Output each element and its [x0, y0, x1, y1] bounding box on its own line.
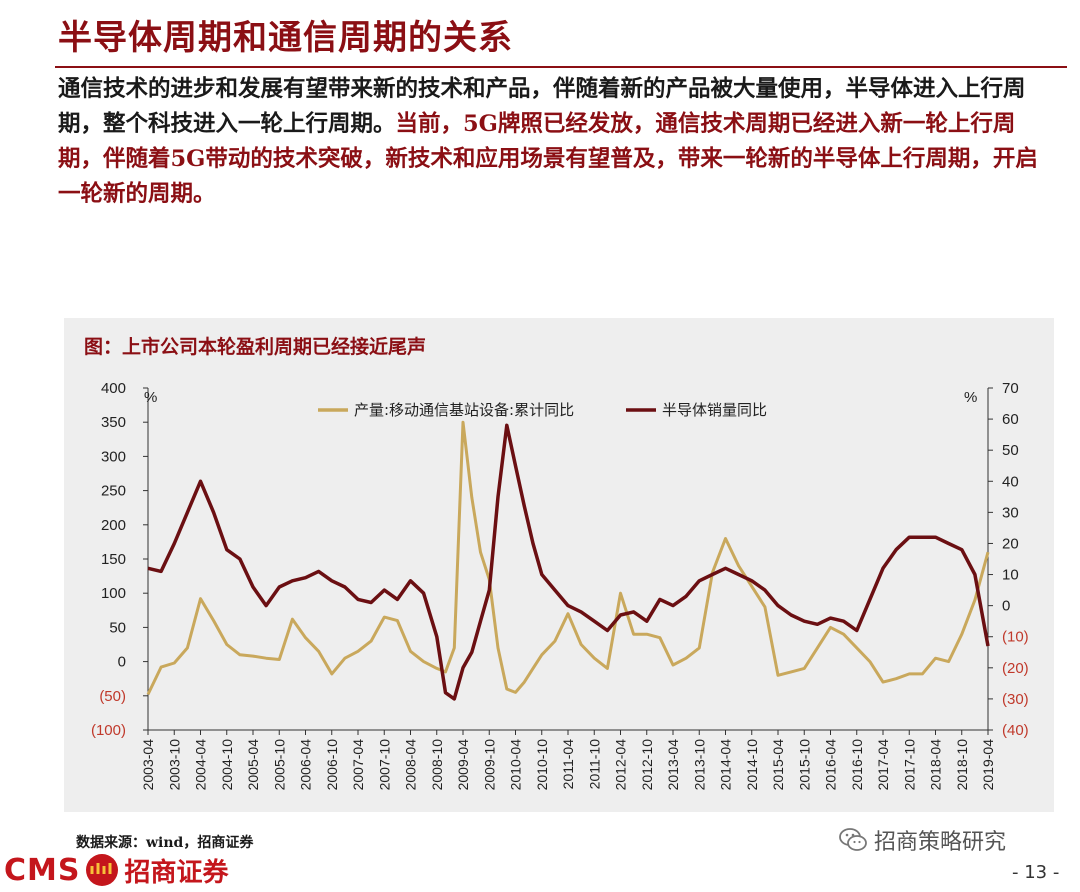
x-tick-label: 2005-04	[245, 739, 261, 791]
right-tick-label: 20	[1002, 535, 1019, 552]
right-tick-label: 50	[1002, 442, 1019, 459]
left-tick-label: (50)	[99, 688, 126, 705]
x-tick-label: 2017-10	[901, 739, 917, 791]
data-source: 数据来源：wind，招商证券	[76, 835, 254, 851]
watermark-text: 招商策略研究	[874, 830, 1007, 855]
left-tick-label: 100	[101, 585, 126, 602]
x-tick-label: 2011-04	[560, 739, 576, 790]
legend-label: 产量:移动通信基站设备:累计同比	[354, 401, 574, 419]
intro-text-red: 当前，5G牌照已经发放，通信技术周期已经进入新一轮上行周期，伴随着5G带动的技术…	[58, 111, 1038, 207]
x-tick-label: 2018-04	[928, 739, 944, 791]
x-tick-label: 2015-04	[770, 739, 786, 791]
x-tick-label: 2012-04	[613, 739, 629, 791]
brand-logo: CMS 招商证券	[4, 848, 229, 892]
x-tick-label: 2013-10	[691, 739, 707, 791]
x-tick-label: 2007-10	[376, 739, 392, 791]
right-tick-label: 30	[1002, 504, 1019, 521]
logo-cn-text: 招商证券	[124, 857, 229, 888]
x-tick-label: 2006-10	[324, 739, 340, 791]
x-tick-label: 2019-04	[980, 739, 996, 791]
x-tick-label: 2005-10	[271, 739, 287, 791]
series-line-1	[146, 420, 990, 696]
x-tick-label: 2004-04	[193, 739, 209, 791]
x-tick-label: 2015-10	[796, 739, 812, 791]
x-tick-label: 2016-04	[823, 739, 839, 791]
x-tick-label: 2003-04	[140, 739, 156, 791]
left-unit-label: %	[144, 389, 157, 406]
right-tick-label: (40)	[1002, 722, 1029, 739]
cms-emblem-icon	[86, 854, 119, 886]
x-tick-label: 2013-04	[665, 739, 681, 791]
x-tick-label: 2011-10	[586, 739, 602, 790]
legend-label: 半导体销量同比	[662, 401, 767, 419]
page-title: 半导体周期和通信周期的关系	[58, 18, 513, 58]
x-tick-label: 2017-04	[875, 739, 891, 791]
x-tick-label: 2016-10	[849, 739, 865, 791]
wechat-icon	[839, 828, 867, 851]
x-tick-label: 2006-04	[298, 739, 314, 791]
x-tick-label: 2010-10	[534, 739, 550, 791]
x-tick-label: 2014-10	[744, 739, 760, 791]
x-tick-label: 2004-10	[219, 739, 235, 791]
left-tick-label: 200	[101, 517, 126, 534]
right-tick-label: 60	[1002, 411, 1019, 428]
left-tick-label: 50	[109, 619, 126, 636]
x-tick-label: 2008-04	[403, 739, 419, 791]
left-tick-label: 250	[101, 483, 126, 500]
right-tick-label: (20)	[1002, 660, 1029, 677]
x-tick-label: 2003-10	[166, 739, 182, 791]
x-tick-label: 2014-04	[718, 739, 734, 791]
x-tick-label: 2009-10	[481, 739, 497, 791]
x-tick-label: 2009-04	[455, 739, 471, 791]
right-unit-label: %	[964, 389, 977, 406]
left-tick-label: (100)	[91, 722, 126, 739]
x-tick-label: 2010-04	[508, 739, 524, 791]
left-tick-label: 350	[101, 414, 126, 431]
left-tick-label: 0	[118, 654, 126, 671]
right-tick-label: 10	[1002, 567, 1019, 584]
x-tick-label: 2012-10	[639, 739, 655, 791]
page-number: - 13 -	[1012, 862, 1060, 883]
left-tick-label: 400	[101, 380, 126, 397]
chart-title: 图：上市公司本轮盈利周期已经接近尾声	[84, 336, 427, 358]
right-tick-label: (30)	[1002, 691, 1029, 708]
right-tick-label: 40	[1002, 473, 1019, 490]
intro-text-black: 通信技术的进步和发展有望带来新的技术和产品，伴随着新的产品被大量使用，半导体进入…	[58, 76, 1026, 137]
right-tick-label: 70	[1002, 380, 1019, 397]
series-line-2	[147, 423, 990, 701]
right-tick-label: 0	[1002, 598, 1010, 615]
x-tick-label: 2007-04	[350, 739, 366, 791]
logo-cms-text: CMS	[4, 852, 81, 888]
title-divider	[55, 66, 1067, 68]
x-tick-label: 2018-10	[954, 739, 970, 791]
watermark: 招商策略研究	[838, 824, 1006, 856]
right-tick-label: (10)	[1002, 629, 1029, 646]
left-tick-label: 300	[101, 448, 126, 465]
x-tick-label: 2008-10	[429, 739, 445, 791]
left-tick-label: 150	[101, 551, 126, 568]
intro-paragraph: 通信技术的进步和发展有望带来新的技术和产品，伴随着新的产品被大量使用，半导体进入…	[58, 72, 1058, 212]
